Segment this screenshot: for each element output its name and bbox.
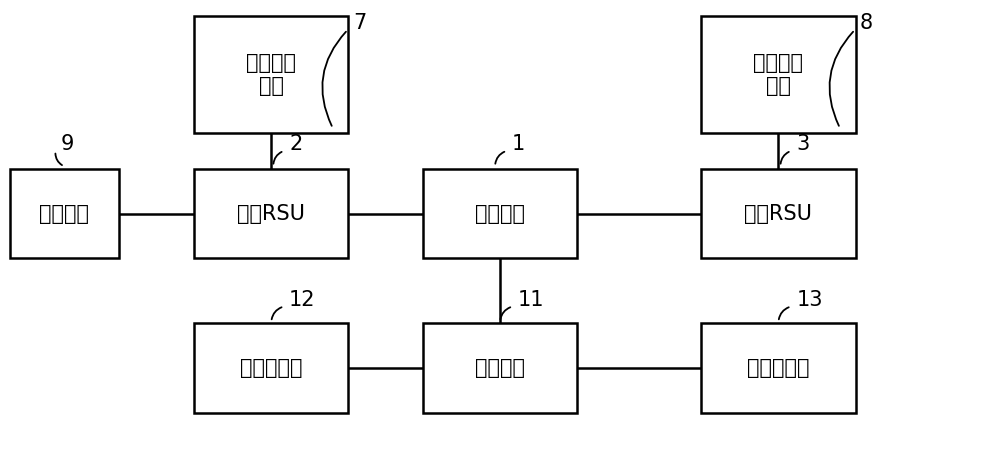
Text: 7: 7 — [353, 13, 366, 33]
Text: 计费单元: 计费单元 — [475, 203, 525, 223]
Text: 13: 13 — [796, 290, 823, 310]
Text: 8: 8 — [860, 13, 873, 33]
Bar — [194, 169, 348, 258]
Text: 9: 9 — [60, 134, 74, 154]
Text: 第二摄像头: 第二摄像头 — [747, 358, 810, 378]
Bar — [701, 169, 856, 258]
Bar — [194, 16, 348, 133]
Text: 3: 3 — [796, 134, 810, 154]
Bar — [423, 169, 577, 258]
Bar — [194, 323, 348, 413]
Bar — [10, 169, 119, 258]
Bar — [701, 323, 856, 413]
Text: 1: 1 — [512, 134, 525, 154]
Bar — [423, 323, 577, 413]
Text: 第二RSU: 第二RSU — [744, 203, 812, 223]
Text: 手持终端: 手持终端 — [39, 203, 89, 223]
Text: 12: 12 — [289, 290, 316, 310]
Text: 第一检测
单元: 第一检测 单元 — [246, 53, 296, 96]
Text: 云服务器: 云服务器 — [475, 358, 525, 378]
Text: 第二检测
单元: 第二检测 单元 — [753, 53, 803, 96]
Text: 2: 2 — [289, 134, 302, 154]
Text: 第一摄像头: 第一摄像头 — [240, 358, 303, 378]
Text: 第一RSU: 第一RSU — [237, 203, 305, 223]
Bar — [701, 16, 856, 133]
Text: 11: 11 — [518, 290, 544, 310]
